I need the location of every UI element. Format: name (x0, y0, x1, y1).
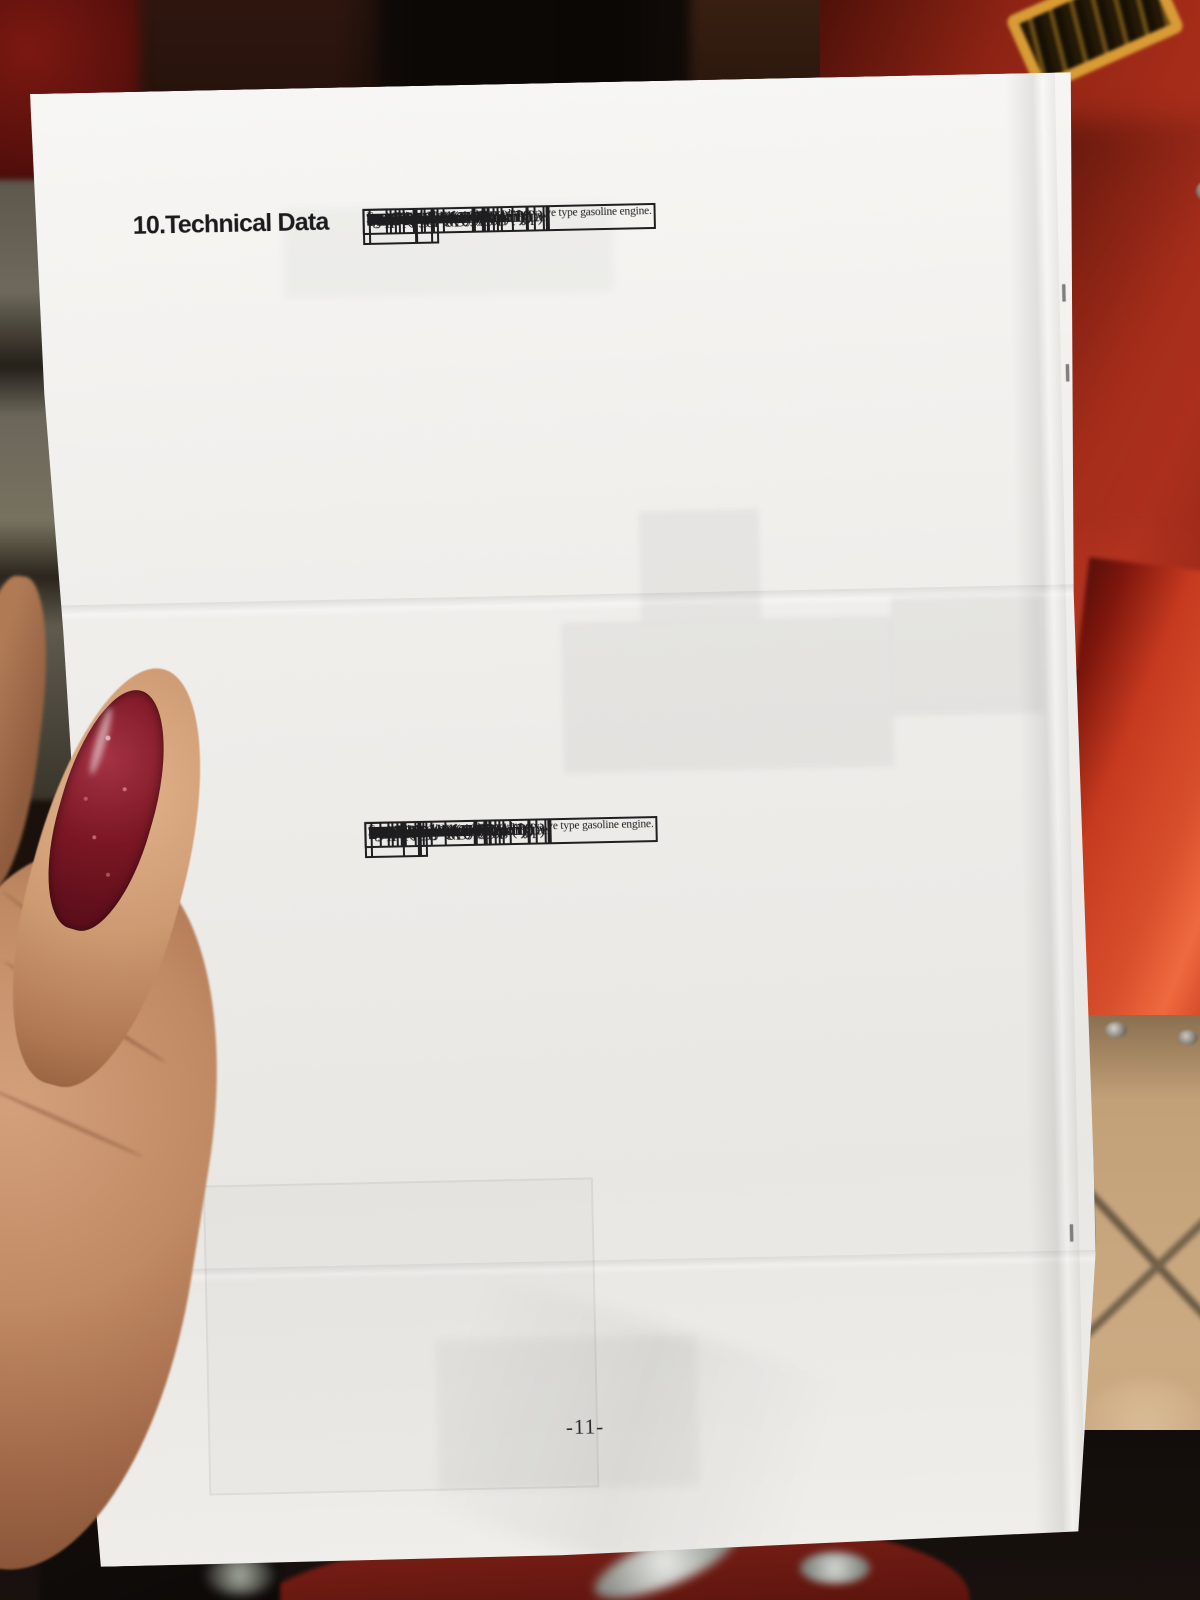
page-showthrough (639, 509, 761, 621)
page-showthrough (561, 616, 894, 773)
value-cell: 36 (362, 209, 388, 236)
chrome-glint (800, 1552, 870, 1584)
page-showthrough (891, 593, 1043, 716)
staple (1066, 364, 1069, 381)
page-showthrough (436, 1335, 699, 1490)
page-number: -11- (565, 1414, 605, 1440)
staple (1062, 284, 1065, 301)
value-cell: 39 (364, 822, 390, 849)
staple (1070, 1224, 1073, 1241)
bolt (1178, 1030, 1198, 1045)
bolt (1105, 1022, 1127, 1038)
bolt (1196, 180, 1200, 202)
section-title: 10.Technical Data (132, 207, 329, 240)
